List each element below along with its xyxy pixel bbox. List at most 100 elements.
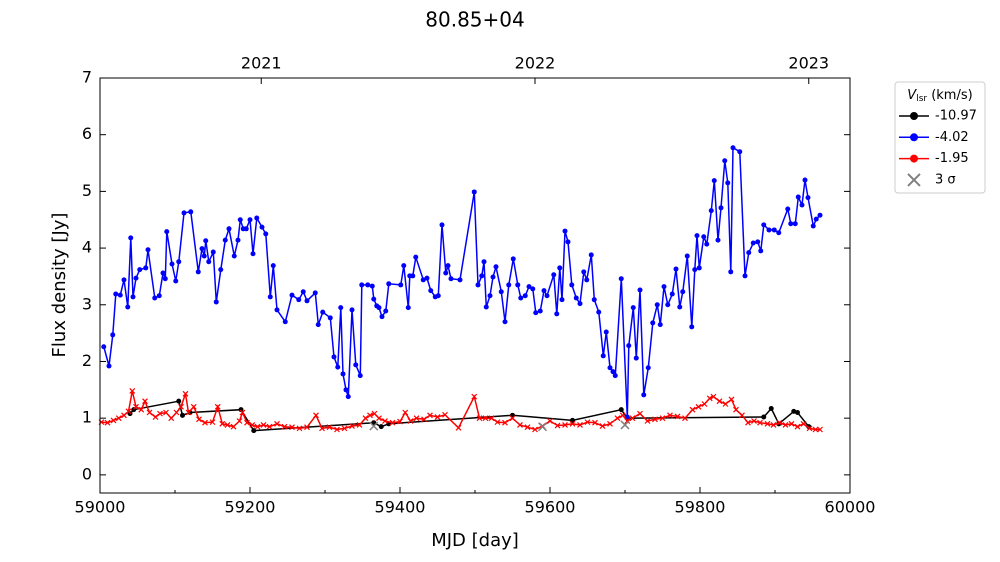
- data-point: [218, 267, 224, 273]
- data-point-stroke: [236, 418, 243, 424]
- data-point: [173, 409, 180, 416]
- data-point: [334, 426, 340, 433]
- data-point: [178, 403, 184, 410]
- data-point-stroke: [304, 424, 310, 431]
- data-point: [238, 407, 244, 413]
- data-point: [115, 415, 122, 422]
- y-axis-label: Flux density [Jy]: [49, 213, 70, 358]
- data-point: [591, 297, 597, 303]
- data-point: [817, 426, 823, 433]
- data-point: [742, 273, 748, 279]
- data-point: [791, 408, 797, 414]
- data-point: [629, 415, 636, 422]
- data-point: [402, 409, 409, 416]
- data-point: [694, 233, 700, 239]
- data-point-stroke: [716, 398, 723, 405]
- data-point-stroke: [794, 423, 801, 430]
- data-point: [176, 259, 182, 265]
- data-point: [817, 212, 823, 218]
- data-point: [502, 319, 508, 325]
- data-point: [557, 265, 563, 271]
- data-point: [799, 202, 805, 208]
- data-point: [522, 293, 528, 299]
- data-point: [768, 406, 774, 412]
- data-point-stroke: [281, 423, 288, 430]
- data-point-stroke: [214, 403, 221, 410]
- data-point: [476, 415, 483, 422]
- data-point-stroke: [371, 410, 378, 417]
- data-point: [143, 265, 149, 271]
- data-point: [559, 297, 565, 303]
- data-point: [532, 426, 538, 433]
- data-point: [733, 406, 739, 413]
- data-point: [397, 418, 403, 425]
- data-point-stroke: [733, 406, 739, 413]
- x-tick-label: 59400: [375, 498, 426, 517]
- data-point-stroke: [367, 412, 373, 419]
- data-point: [356, 422, 363, 428]
- x-tick-label: 59600: [525, 498, 576, 517]
- data-point: [169, 261, 175, 267]
- data-point-stroke: [362, 415, 369, 422]
- data-point-stroke: [289, 424, 295, 431]
- data-point-stroke: [434, 414, 441, 420]
- data-point: [761, 414, 767, 420]
- data-point-stroke: [629, 415, 636, 422]
- data-point: [757, 419, 763, 426]
- data-point: [569, 420, 576, 427]
- data-point: [725, 180, 731, 186]
- data-point: [289, 292, 295, 298]
- data-point: [439, 222, 445, 228]
- data-point: [162, 276, 168, 282]
- data-point: [493, 264, 499, 270]
- data-point: [427, 412, 433, 419]
- y-tick-label: 0: [82, 464, 92, 483]
- data-point-stroke: [138, 406, 145, 413]
- data-point: [398, 282, 404, 288]
- data-point: [806, 425, 813, 432]
- data-point: [254, 423, 261, 430]
- data-point: [761, 222, 767, 228]
- data-point: [695, 403, 702, 410]
- data-point: [626, 343, 632, 349]
- data-point: [185, 409, 192, 416]
- data-point: [517, 422, 523, 428]
- data-point-stroke: [701, 401, 708, 407]
- data-point: [386, 281, 392, 287]
- data-point-stroke: [326, 424, 333, 431]
- data-point: [581, 269, 587, 275]
- data-point-stroke: [152, 414, 159, 420]
- data-point: [533, 310, 539, 316]
- data-point: [618, 407, 624, 413]
- data-point: [145, 247, 151, 253]
- data-point: [565, 239, 571, 245]
- data-point: [173, 278, 179, 284]
- y-tick-label: 5: [82, 181, 92, 200]
- data-point-stroke: [178, 403, 184, 410]
- data-point: [110, 417, 117, 424]
- data-point: [792, 221, 798, 227]
- data-point: [584, 419, 591, 426]
- data-point-stroke: [219, 420, 226, 427]
- data-point: [730, 145, 736, 151]
- data-point-stroke: [356, 422, 363, 428]
- data-point: [490, 274, 496, 280]
- data-point-stroke: [224, 422, 231, 428]
- data-point-stroke: [421, 416, 427, 423]
- data-point: [382, 418, 388, 424]
- data-point-stroke: [652, 416, 658, 423]
- data-point: [603, 329, 609, 335]
- data-point: [349, 307, 355, 313]
- data-point: [506, 282, 512, 288]
- data-point: [487, 293, 493, 299]
- data-point: [180, 412, 185, 418]
- data-point: [650, 320, 656, 326]
- legend-title: Vlsr (km/s): [907, 88, 972, 104]
- data-point-stroke: [599, 423, 606, 430]
- data-point: [209, 419, 216, 426]
- data-point: [182, 390, 189, 397]
- data-point: [551, 272, 557, 278]
- data-point: [210, 249, 216, 255]
- data-point-stroke: [751, 418, 757, 424]
- data-point-stroke: [334, 426, 340, 433]
